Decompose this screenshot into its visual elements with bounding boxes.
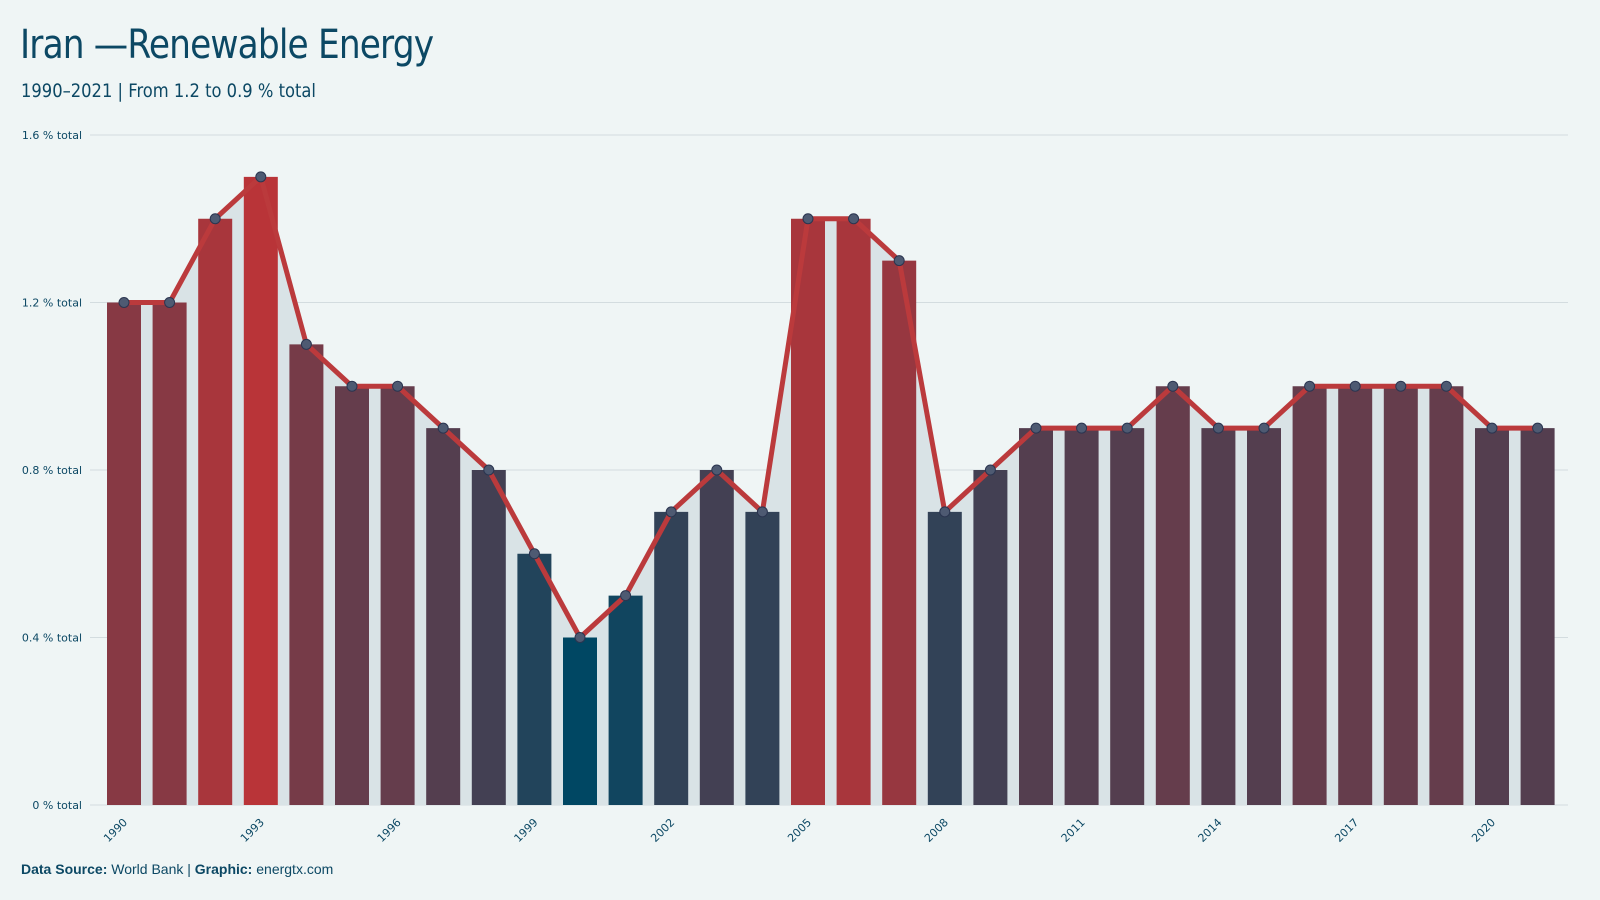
point-1993 bbox=[255, 171, 267, 183]
x-tick-label: 1996 bbox=[375, 816, 404, 845]
point-1997 bbox=[437, 422, 449, 434]
bar-2017 bbox=[1338, 386, 1373, 805]
bar-1996 bbox=[380, 386, 415, 805]
point-2016 bbox=[1304, 380, 1316, 392]
point-2006 bbox=[848, 213, 860, 225]
x-tick-label: 2014 bbox=[1196, 816, 1225, 845]
bar-2009 bbox=[973, 470, 1008, 805]
point-1999 bbox=[528, 548, 540, 560]
bar-1998 bbox=[471, 470, 506, 805]
point-2001 bbox=[620, 590, 632, 602]
source-label: Data Source: bbox=[21, 861, 108, 877]
bar-1999 bbox=[517, 553, 552, 805]
bar-2006 bbox=[836, 218, 871, 805]
point-1991 bbox=[164, 297, 176, 308]
y-tick-label: 0.8 % total bbox=[22, 464, 82, 477]
chart-title: Iran —Renewable Energy bbox=[20, 22, 434, 68]
point-2007 bbox=[893, 255, 905, 267]
point-2008 bbox=[939, 506, 951, 518]
source-value: World Bank bbox=[111, 861, 184, 877]
point-2004 bbox=[756, 506, 768, 518]
point-1990 bbox=[118, 297, 130, 308]
point-1996 bbox=[392, 380, 404, 392]
x-tick-label: 2002 bbox=[648, 816, 677, 845]
bar-2021 bbox=[1520, 428, 1555, 805]
bar-2002 bbox=[654, 511, 689, 805]
bar-2003 bbox=[699, 470, 734, 805]
bar-1990 bbox=[107, 302, 141, 805]
bar-1993 bbox=[243, 176, 278, 805]
point-2003 bbox=[711, 464, 723, 476]
x-tick-label: 2017 bbox=[1332, 816, 1361, 845]
footer: Data Source: World Bank | Graphic: energ… bbox=[21, 861, 333, 877]
x-tick-label: 2008 bbox=[922, 816, 951, 845]
y-axis-ticks: 0 % total 0.4 % total 0.8 % total 1.2 % tot… bbox=[22, 129, 82, 812]
point-2010 bbox=[1030, 422, 1042, 434]
bar-1991 bbox=[152, 302, 187, 805]
bar-2011 bbox=[1064, 428, 1099, 805]
bar-2014 bbox=[1201, 428, 1236, 805]
data-points bbox=[118, 171, 1544, 643]
bar-2020 bbox=[1475, 428, 1509, 805]
x-tick-label: 2020 bbox=[1469, 816, 1498, 845]
point-2017 bbox=[1349, 380, 1361, 392]
point-2019 bbox=[1440, 380, 1452, 392]
point-2011 bbox=[1076, 422, 1088, 434]
point-1992 bbox=[209, 213, 221, 225]
x-tick-label: 2005 bbox=[785, 816, 814, 845]
chart-subtitle: 1990–2021 | From 1.2 to 0.9 % total bbox=[21, 80, 316, 102]
bar-2018 bbox=[1383, 386, 1418, 805]
bar-2004 bbox=[745, 511, 780, 805]
x-axis-ticks: 1990 1993 1996 1999 2002 2005 2008 2011 2014 2017… bbox=[101, 816, 1498, 845]
y-tick-label: 0.4 % total bbox=[22, 632, 82, 645]
point-2021 bbox=[1532, 422, 1544, 434]
bar-1994 bbox=[289, 344, 324, 805]
footer-separator: | bbox=[187, 861, 191, 877]
point-1998 bbox=[483, 464, 495, 476]
bar-2019 bbox=[1429, 386, 1464, 805]
bar-1992 bbox=[198, 218, 233, 805]
bar-2001 bbox=[608, 595, 643, 805]
point-2005 bbox=[802, 213, 814, 225]
x-tick-label: 1999 bbox=[512, 816, 541, 845]
x-tick-label: 1993 bbox=[238, 816, 267, 845]
point-1994 bbox=[300, 338, 312, 350]
point-2000 bbox=[574, 632, 586, 643]
bar-2016 bbox=[1292, 386, 1327, 805]
y-tick-label: 0 % total bbox=[32, 799, 82, 812]
bar-2007 bbox=[882, 260, 917, 805]
bar-2013 bbox=[1155, 386, 1190, 805]
graphic-value: energtx.com bbox=[256, 861, 334, 877]
bar-2000 bbox=[563, 637, 597, 805]
point-2020 bbox=[1486, 422, 1498, 434]
point-2018 bbox=[1395, 380, 1407, 392]
graphic-label: Graphic: bbox=[194, 861, 253, 877]
point-2002 bbox=[665, 506, 677, 518]
x-tick-label: 2011 bbox=[1059, 816, 1088, 845]
point-1995 bbox=[346, 380, 358, 392]
y-tick-label: 1.2 % total bbox=[22, 297, 82, 310]
bar-2012 bbox=[1110, 428, 1145, 805]
point-2012 bbox=[1121, 422, 1133, 434]
point-2013 bbox=[1167, 380, 1179, 392]
x-tick-label: 1990 bbox=[101, 816, 130, 845]
point-2014 bbox=[1212, 422, 1224, 434]
bar-2010 bbox=[1019, 428, 1053, 805]
y-tick-label: 1.6 % total bbox=[22, 129, 82, 142]
line-series bbox=[121, 174, 1541, 640]
bar-2015 bbox=[1247, 428, 1281, 805]
bar-2008 bbox=[927, 511, 962, 805]
trend-line bbox=[121, 174, 1541, 640]
bars bbox=[107, 176, 1555, 805]
point-2015 bbox=[1258, 422, 1270, 434]
bar-1997 bbox=[426, 428, 461, 805]
bar-1995 bbox=[335, 386, 369, 805]
point-2009 bbox=[984, 464, 996, 476]
bar-2005 bbox=[791, 218, 825, 805]
